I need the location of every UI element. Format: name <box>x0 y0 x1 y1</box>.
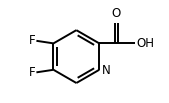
Text: OH: OH <box>137 37 155 50</box>
Text: F: F <box>29 66 35 79</box>
Text: N: N <box>102 64 111 77</box>
Text: F: F <box>29 34 35 47</box>
Text: O: O <box>112 7 121 20</box>
